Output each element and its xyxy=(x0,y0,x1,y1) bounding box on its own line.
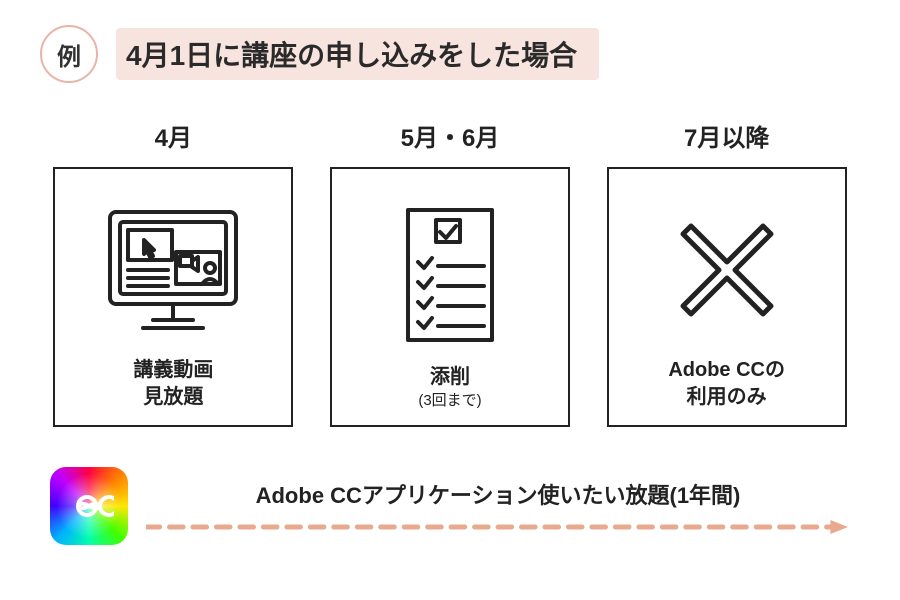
footer-right: Adobe CCアプリケーション使いたい放題(1年間) xyxy=(146,478,850,534)
example-badge: 例 xyxy=(40,25,98,83)
caption-line: Adobe CCの xyxy=(668,359,785,381)
caption-line: 添削 xyxy=(430,366,470,388)
column-july-on: 7月以降 Adobe CCの 利用のみ xyxy=(603,118,850,427)
box-may-june: 添削 (3回まで) xyxy=(330,167,570,427)
cross-icon xyxy=(657,187,797,357)
column-april: 4月 xyxy=(50,118,297,427)
example-badge-text: 例 xyxy=(57,37,81,72)
page-title: 4月1日に講座の申し込みをした場合 xyxy=(116,28,599,80)
checklist-icon xyxy=(390,187,510,364)
caption-sub: (3回まで) xyxy=(418,391,481,411)
caption-line: 見放題 xyxy=(143,386,203,408)
column-may-june: 5月・6月 xyxy=(327,118,574,427)
adobe-cc-icon xyxy=(50,467,128,545)
timeline-arrow-icon xyxy=(146,520,850,534)
box-april: 講義動画 見放題 xyxy=(53,167,293,427)
footer-row: Adobe CCアプリケーション使いたい放題(1年間) xyxy=(50,467,850,545)
columns-row: 4月 xyxy=(50,118,850,427)
header-row: 例 4月1日に講座の申し込みをした場合 xyxy=(40,25,860,83)
column-head: 4月 xyxy=(155,118,192,153)
column-head: 5月・6月 xyxy=(401,118,500,153)
column-head: 7月以降 xyxy=(684,118,769,153)
box-caption: 添削 (3回まで) xyxy=(418,364,481,411)
box-caption: 講義動画 見放題 xyxy=(133,357,213,411)
monitor-icon xyxy=(98,187,248,357)
footer-text: Adobe CCアプリケーション使いたい放題(1年間) xyxy=(256,478,741,510)
box-caption: Adobe CCの 利用のみ xyxy=(668,357,785,411)
caption-line: 講義動画 xyxy=(133,359,213,381)
caption-line: 利用のみ xyxy=(687,386,767,408)
box-july-on: Adobe CCの 利用のみ xyxy=(607,167,847,427)
